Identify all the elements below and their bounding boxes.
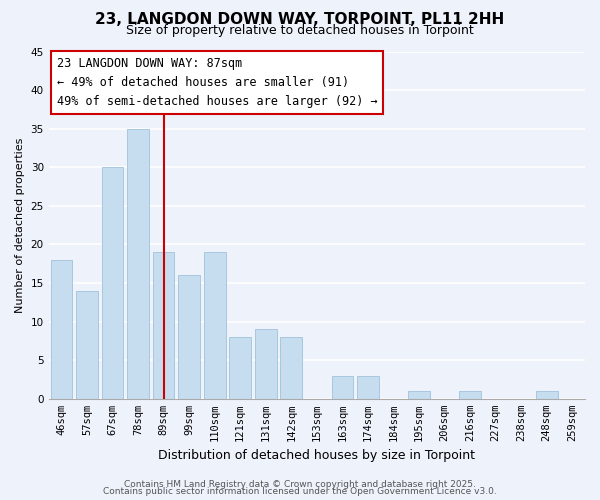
Bar — [280, 337, 302, 399]
X-axis label: Distribution of detached houses by size in Torpoint: Distribution of detached houses by size … — [158, 450, 475, 462]
Bar — [357, 376, 379, 399]
Y-axis label: Number of detached properties: Number of detached properties — [15, 138, 25, 313]
Bar — [229, 337, 251, 399]
Text: 23, LANGDON DOWN WAY, TORPOINT, PL11 2HH: 23, LANGDON DOWN WAY, TORPOINT, PL11 2HH — [95, 12, 505, 28]
Bar — [153, 252, 175, 399]
Text: Contains public sector information licensed under the Open Government Licence v3: Contains public sector information licen… — [103, 488, 497, 496]
Bar — [101, 168, 124, 399]
Text: Contains HM Land Registry data © Crown copyright and database right 2025.: Contains HM Land Registry data © Crown c… — [124, 480, 476, 489]
Text: 23 LANGDON DOWN WAY: 87sqm
← 49% of detached houses are smaller (91)
49% of semi: 23 LANGDON DOWN WAY: 87sqm ← 49% of deta… — [57, 56, 377, 108]
Bar — [50, 260, 72, 399]
Text: Size of property relative to detached houses in Torpoint: Size of property relative to detached ho… — [126, 24, 474, 37]
Bar — [127, 128, 149, 399]
Bar — [178, 276, 200, 399]
Bar — [255, 330, 277, 399]
Bar — [332, 376, 353, 399]
Bar — [204, 252, 226, 399]
Bar — [408, 391, 430, 399]
Bar — [459, 391, 481, 399]
Bar — [76, 291, 98, 399]
Bar — [536, 391, 557, 399]
